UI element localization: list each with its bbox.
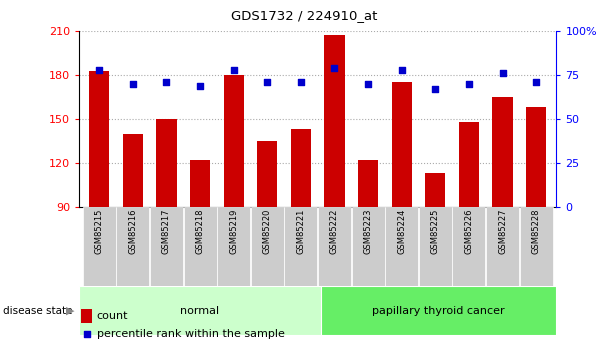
Bar bbox=[257, 141, 277, 207]
Point bbox=[498, 70, 508, 76]
Text: GSM85227: GSM85227 bbox=[498, 209, 507, 254]
Bar bbox=[452, 207, 485, 286]
Point bbox=[229, 67, 238, 72]
Bar bbox=[321, 286, 556, 335]
Text: GSM85217: GSM85217 bbox=[162, 209, 171, 254]
Text: GSM85220: GSM85220 bbox=[263, 209, 272, 254]
Bar bbox=[318, 207, 351, 286]
Text: GSM85223: GSM85223 bbox=[364, 209, 373, 254]
Text: ▶: ▶ bbox=[66, 306, 74, 315]
Text: GSM85225: GSM85225 bbox=[431, 209, 440, 254]
Point bbox=[296, 79, 306, 85]
Text: GSM85221: GSM85221 bbox=[296, 209, 305, 254]
Text: disease state: disease state bbox=[3, 306, 72, 315]
Point bbox=[330, 65, 339, 71]
Text: GSM85219: GSM85219 bbox=[229, 209, 238, 254]
Point bbox=[94, 67, 104, 72]
Bar bbox=[123, 134, 143, 207]
Bar bbox=[459, 122, 479, 207]
Bar bbox=[217, 207, 250, 286]
Bar bbox=[526, 107, 546, 207]
Text: count: count bbox=[97, 311, 128, 321]
Bar bbox=[79, 286, 321, 335]
Bar bbox=[285, 207, 317, 286]
Bar bbox=[291, 129, 311, 207]
Bar bbox=[385, 207, 418, 286]
Bar bbox=[486, 207, 519, 286]
Bar bbox=[81, 309, 92, 323]
Point bbox=[430, 86, 440, 92]
Point bbox=[363, 81, 373, 87]
Bar bbox=[83, 207, 116, 286]
Text: GSM85216: GSM85216 bbox=[128, 209, 137, 254]
Text: papillary thyroid cancer: papillary thyroid cancer bbox=[372, 306, 505, 315]
Bar bbox=[325, 36, 345, 207]
Point bbox=[128, 81, 137, 87]
Bar bbox=[89, 71, 109, 207]
Bar bbox=[351, 207, 385, 286]
Text: GDS1732 / 224910_at: GDS1732 / 224910_at bbox=[231, 9, 377, 22]
Bar bbox=[250, 207, 284, 286]
Bar bbox=[492, 97, 513, 207]
Point bbox=[531, 79, 541, 85]
Text: GSM85222: GSM85222 bbox=[330, 209, 339, 254]
Bar bbox=[419, 207, 452, 286]
Point bbox=[162, 79, 171, 85]
Bar bbox=[358, 160, 378, 207]
Bar bbox=[116, 207, 150, 286]
Bar bbox=[156, 119, 176, 207]
Text: GSM85226: GSM85226 bbox=[465, 209, 474, 254]
Bar bbox=[520, 207, 553, 286]
Bar bbox=[190, 160, 210, 207]
Point bbox=[382, 253, 392, 258]
Point bbox=[464, 81, 474, 87]
Point bbox=[397, 67, 407, 72]
Point bbox=[195, 83, 205, 88]
Bar bbox=[425, 173, 446, 207]
Point bbox=[263, 79, 272, 85]
Bar bbox=[150, 207, 183, 286]
Bar bbox=[392, 82, 412, 207]
Text: GSM85228: GSM85228 bbox=[531, 209, 541, 254]
Text: percentile rank within the sample: percentile rank within the sample bbox=[97, 329, 285, 339]
Text: GSM85215: GSM85215 bbox=[95, 209, 104, 254]
Bar bbox=[184, 207, 216, 286]
Bar bbox=[224, 75, 244, 207]
Text: normal: normal bbox=[181, 306, 219, 315]
Text: GSM85224: GSM85224 bbox=[397, 209, 406, 254]
Text: GSM85218: GSM85218 bbox=[196, 209, 204, 254]
